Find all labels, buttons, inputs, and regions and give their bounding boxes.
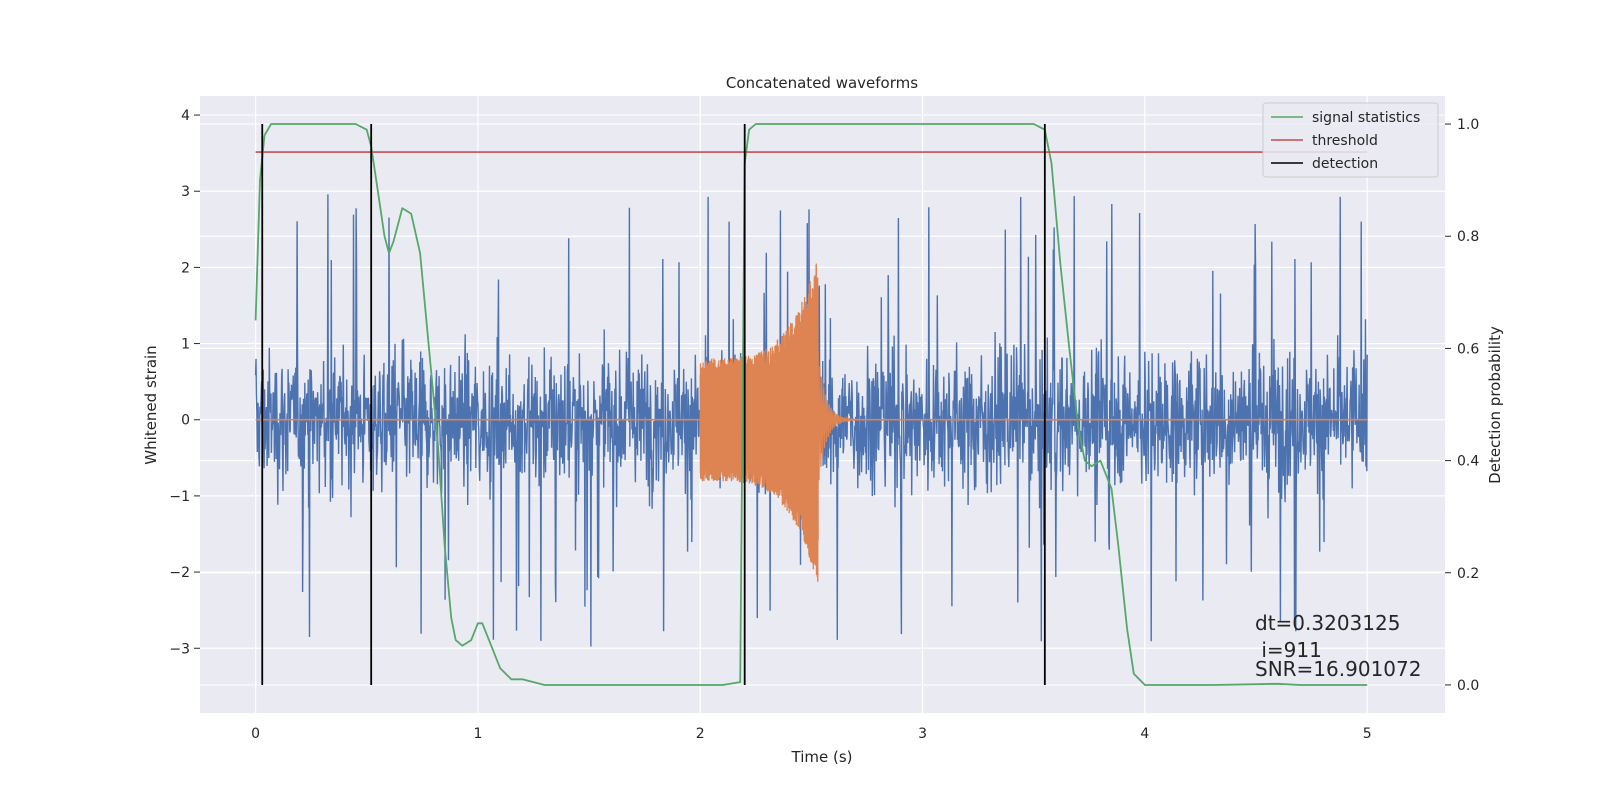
y2-tick-label: 0.6 [1457,341,1479,357]
y-tick-label: 4 [181,108,190,124]
detection-series [261,124,1046,685]
y2-tick-label: 0.0 [1457,678,1479,694]
y-tick-label: −3 [169,641,190,657]
injected-signal-series [255,263,1368,582]
y2-axis-ticks: 0.0 0.2 0.4 0.6 0.8 1.0 [1445,117,1479,694]
y2-tick-label: 1.0 [1457,117,1479,133]
y-tick-label: 0 [181,413,190,429]
y-axis-label: Whitened strain [142,345,160,464]
y-tick-label: 1 [181,337,190,353]
x-tick-label: 1 [473,726,482,742]
y2-tick-label: 0.2 [1457,566,1479,582]
legend-label-threshold: threshold [1312,133,1378,149]
chart-title: Concatenated waveforms [726,74,918,92]
x-tick-label: 5 [1363,726,1372,742]
y2-tick-label: 0.4 [1457,454,1479,470]
annotation-dt: dt=0.3203125 [1255,611,1400,635]
annotation-snr: SNR=16.901072 [1255,657,1421,681]
annotation-i: i=911 [1255,638,1322,662]
y-tick-label: 3 [181,184,190,200]
signal-ringdown [817,351,930,481]
y-axis-ticks: −3 −2 −1 0 1 2 3 4 [169,108,200,657]
legend-label-detection: detection [1312,156,1378,172]
y2-tick-label: 0.8 [1457,229,1479,245]
y-tick-label: −2 [169,565,190,581]
x-tick-label: 3 [918,726,927,742]
legend-box [1262,102,1439,178]
signal-chirp [699,263,819,582]
x-axis-label: Time (s) [791,748,853,766]
y-tick-label: −1 [169,489,190,505]
x-tick-label: 0 [251,726,260,742]
x-axis-ticks: 0 1 2 3 4 5 [251,726,1372,742]
y2-axis-label: Detection probability [1486,326,1504,484]
legend: signal statistics threshold detection [1262,102,1439,178]
x-tick-label: 2 [696,726,705,742]
x-tick-label: 4 [1140,726,1149,742]
y-tick-label: 2 [181,260,190,276]
legend-label-statistics: signal statistics [1312,110,1420,126]
